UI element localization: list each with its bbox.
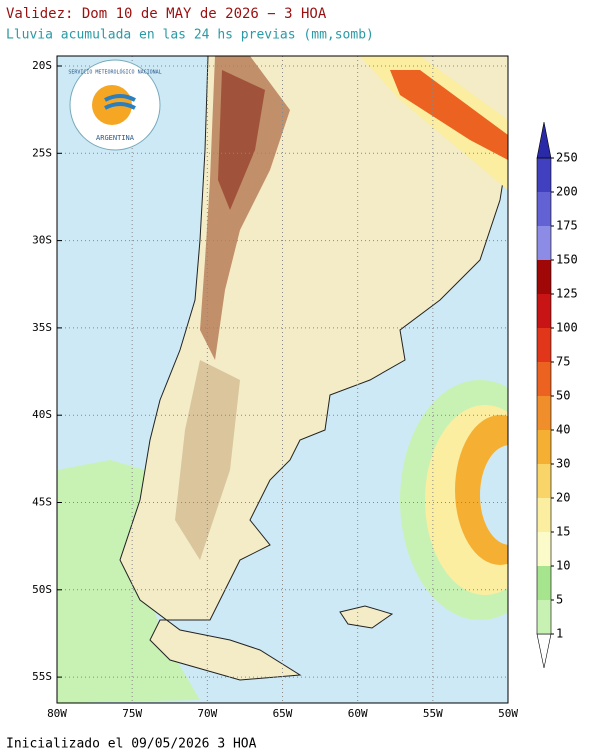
- lon-label: 70W: [197, 707, 217, 720]
- colorbar-label: 250: [556, 151, 578, 165]
- rain-north-core: [390, 70, 508, 160]
- colorbar-band: [537, 328, 551, 362]
- colorbar-band: [537, 532, 551, 566]
- colorbar-band: [537, 294, 551, 328]
- colorbar-label: 10: [556, 559, 570, 573]
- colorbar-under: [536, 633, 552, 669]
- colorbar-band: [537, 192, 551, 226]
- colorbar-label: 50: [556, 389, 570, 403]
- lat-label: 35S: [32, 321, 52, 334]
- logo-text: SERVICIO METEOROLÓGICO NACIONAL: [68, 69, 161, 76]
- colorbar-band: [537, 566, 551, 600]
- lat-label: 25S: [32, 146, 52, 159]
- lon-label: 80W: [47, 707, 67, 720]
- colorbar-label: 5: [556, 593, 563, 607]
- lat-label: 45S: [32, 496, 52, 509]
- colorbar-band: [537, 600, 551, 634]
- subtitle: Lluvia acumulada en las 24 hs previas (m…: [6, 28, 374, 43]
- colorbar-label: 100: [556, 321, 578, 335]
- colorbar-label: 15: [556, 525, 570, 539]
- lat-label: 40S: [32, 408, 52, 421]
- map-frame: [56, 55, 509, 704]
- title: Validez: Dom 10 de MAY de 2026 − 3 HOA: [6, 6, 327, 22]
- malvinas: [339, 605, 394, 629]
- rain-north: [360, 56, 508, 190]
- colorbar-label: 1: [556, 627, 563, 641]
- colorbar-label: 125: [556, 287, 578, 301]
- colorbar-label: 30: [556, 457, 570, 471]
- andes-high: [218, 70, 265, 210]
- logo: SERVICIO METEOROLÓGICO NACIONAL ARGENTIN…: [68, 59, 162, 151]
- lat-label: 30S: [32, 234, 52, 247]
- colorbar-band: [537, 158, 551, 192]
- colorbar-label: 200: [556, 185, 578, 199]
- lon-label: 75W: [122, 707, 142, 720]
- colorbar-band: [537, 430, 551, 464]
- colorbar-band: [537, 362, 551, 396]
- lon-label: 60W: [348, 707, 368, 720]
- colorbar-over: [536, 121, 552, 159]
- colorbar-band: [537, 498, 551, 532]
- rain-atlantic-eye: [480, 445, 508, 545]
- lat-label: 20S: [32, 59, 52, 72]
- colorbar-label: 150: [556, 253, 578, 267]
- colorbar-band: [537, 464, 551, 498]
- colorbar-band: [537, 226, 551, 260]
- lat-label: 55S: [32, 670, 52, 683]
- logo-waves: [104, 94, 136, 110]
- colorbar-label: 20: [556, 491, 570, 505]
- lon-label: 65W: [273, 707, 293, 720]
- colorbar-label: 40: [556, 423, 570, 437]
- colorbar-band: [537, 260, 551, 294]
- colorbar-label: 175: [556, 219, 578, 233]
- lon-label: 50W: [498, 707, 518, 720]
- lon-label: 55W: [423, 707, 443, 720]
- footer: Inicializado el 09/05/2026 3 HOA: [6, 737, 257, 751]
- lat-label: 50S: [32, 583, 52, 596]
- colorbar-band: [537, 396, 551, 430]
- colorbar-label: 75: [556, 355, 570, 369]
- map: [57, 56, 508, 703]
- logo-text: ARGENTINA: [96, 134, 135, 142]
